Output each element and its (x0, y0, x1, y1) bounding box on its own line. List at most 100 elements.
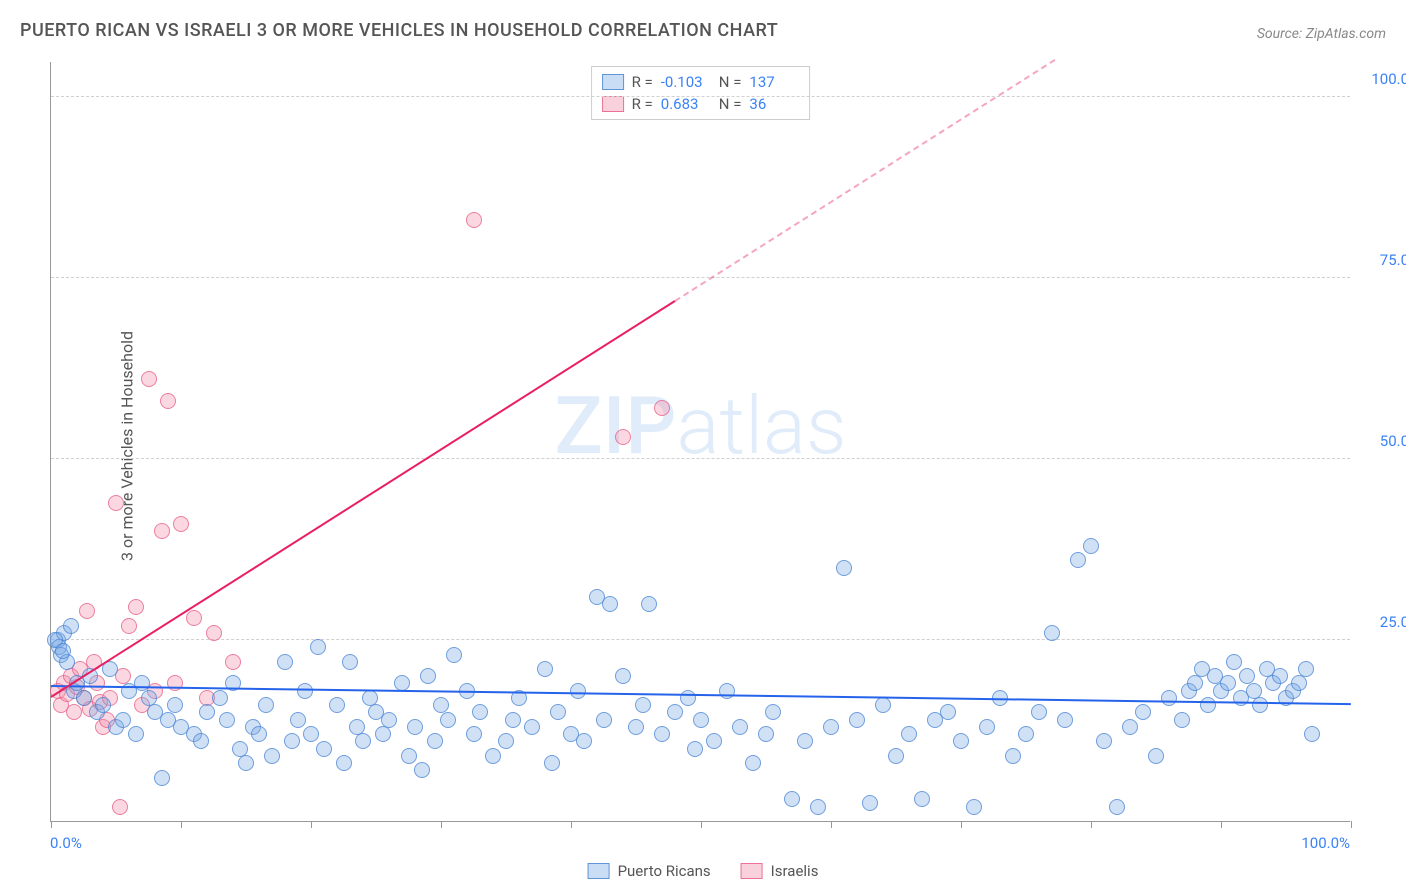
scatter-point-israeli (173, 516, 189, 532)
scatter-point-puerto-rican (355, 733, 371, 749)
x-tick (571, 821, 572, 828)
scatter-point-puerto-rican (238, 755, 254, 771)
scatter-point-puerto-rican (420, 668, 436, 684)
scatter-point-puerto-rican (635, 697, 651, 713)
x-axis-max-label: 100.0% (1301, 834, 1350, 852)
scatter-point-puerto-rican (375, 726, 391, 742)
x-tick (181, 821, 182, 828)
scatter-point-puerto-rican (1070, 552, 1086, 568)
x-tick (701, 821, 702, 828)
scatter-point-puerto-rican (765, 704, 781, 720)
scatter-point-israeli (112, 799, 128, 815)
r-value-blue: -0.103 (661, 73, 711, 91)
scatter-point-puerto-rican (888, 748, 904, 764)
scatter-point-puerto-rican (115, 712, 131, 728)
scatter-point-puerto-rican (336, 755, 352, 771)
scatter-point-puerto-rican (95, 697, 111, 713)
scatter-point-puerto-rican (303, 726, 319, 742)
watermark-part2: atlas (676, 379, 846, 473)
n-label: N = (719, 73, 742, 91)
n-label: N = (719, 95, 742, 113)
x-tick (51, 821, 52, 828)
scatter-point-puerto-rican (1096, 733, 1112, 749)
scatter-point-israeli (466, 212, 482, 228)
scatter-point-puerto-rican (641, 596, 657, 612)
scatter-point-israeli (66, 704, 82, 720)
scatter-point-puerto-rican (342, 654, 358, 670)
source-attribution: Source: ZipAtlas.com (1257, 26, 1386, 42)
scatter-point-puerto-rican (758, 726, 774, 742)
gridline (51, 458, 1350, 459)
scatter-point-israeli (186, 610, 202, 626)
scatter-point-israeli (108, 495, 124, 511)
scatter-point-puerto-rican (680, 690, 696, 706)
x-tick (311, 821, 312, 828)
y-tick-label: 50.0% (1360, 432, 1406, 450)
scatter-point-puerto-rican (258, 697, 274, 713)
scatter-point-puerto-rican (329, 697, 345, 713)
watermark: ZIPatlas (555, 379, 847, 473)
plot-area: ZIPatlas R = -0.103 N = 137 R = 0.683 N … (50, 62, 1350, 822)
scatter-point-puerto-rican (440, 712, 456, 728)
x-tick (1091, 821, 1092, 828)
bottom-legend: Puerto Ricans Israelis (588, 862, 819, 880)
scatter-point-puerto-rican (63, 618, 79, 634)
x-tick (961, 821, 962, 828)
scatter-point-puerto-rican (693, 712, 709, 728)
scatter-point-puerto-rican (219, 712, 235, 728)
watermark-part1: ZIP (555, 379, 677, 473)
scatter-point-puerto-rican (1161, 690, 1177, 706)
scatter-point-puerto-rican (446, 647, 462, 663)
scatter-point-puerto-rican (290, 712, 306, 728)
x-tick (831, 821, 832, 828)
scatter-point-puerto-rican (55, 643, 71, 659)
scatter-point-israeli (654, 400, 670, 416)
x-tick (441, 821, 442, 828)
y-tick-label: 100.0% (1360, 70, 1406, 88)
scatter-point-puerto-rican (1122, 719, 1138, 735)
scatter-point-puerto-rican (310, 639, 326, 655)
scatter-point-puerto-rican (1135, 704, 1151, 720)
scatter-point-puerto-rican (576, 733, 592, 749)
scatter-point-puerto-rican (251, 726, 267, 742)
scatter-point-puerto-rican (628, 719, 644, 735)
scatter-point-puerto-rican (199, 704, 215, 720)
scatter-point-puerto-rican (687, 741, 703, 757)
scatter-point-israeli (154, 523, 170, 539)
scatter-point-puerto-rican (427, 733, 443, 749)
scatter-point-puerto-rican (706, 733, 722, 749)
scatter-point-puerto-rican (414, 762, 430, 778)
r-label: R = (632, 73, 653, 91)
legend-label-blue: Puerto Ricans (618, 862, 711, 880)
scatter-point-puerto-rican (732, 719, 748, 735)
scatter-point-israeli (160, 393, 176, 409)
scatter-point-puerto-rican (524, 719, 540, 735)
scatter-point-puerto-rican (381, 712, 397, 728)
stats-row-blue: R = -0.103 N = 137 (602, 71, 800, 93)
legend-label-pink: Israelis (771, 862, 819, 880)
scatter-point-puerto-rican (1220, 675, 1236, 691)
y-tick-label: 75.0% (1360, 251, 1406, 269)
scatter-point-puerto-rican (1057, 712, 1073, 728)
scatter-point-puerto-rican (1109, 799, 1125, 815)
legend-item-blue: Puerto Ricans (588, 862, 711, 880)
scatter-point-puerto-rican (602, 596, 618, 612)
scatter-point-puerto-rican (797, 733, 813, 749)
scatter-point-israeli (225, 654, 241, 670)
scatter-point-puerto-rican (1304, 726, 1320, 742)
scatter-point-puerto-rican (193, 733, 209, 749)
scatter-point-puerto-rican (284, 733, 300, 749)
scatter-point-puerto-rican (1298, 661, 1314, 677)
scatter-point-puerto-rican (550, 704, 566, 720)
swatch-pink (602, 96, 624, 112)
chart-title: PUERTO RICAN VS ISRAELI 3 OR MORE VEHICL… (20, 20, 778, 41)
scatter-point-puerto-rican (1226, 654, 1242, 670)
scatter-point-puerto-rican (979, 719, 995, 735)
scatter-point-puerto-rican (167, 697, 183, 713)
scatter-point-puerto-rican (297, 683, 313, 699)
scatter-point-israeli (167, 675, 183, 691)
scatter-point-puerto-rican (823, 719, 839, 735)
scatter-point-puerto-rican (1005, 748, 1021, 764)
scatter-point-puerto-rican (401, 748, 417, 764)
scatter-point-puerto-rican (466, 726, 482, 742)
